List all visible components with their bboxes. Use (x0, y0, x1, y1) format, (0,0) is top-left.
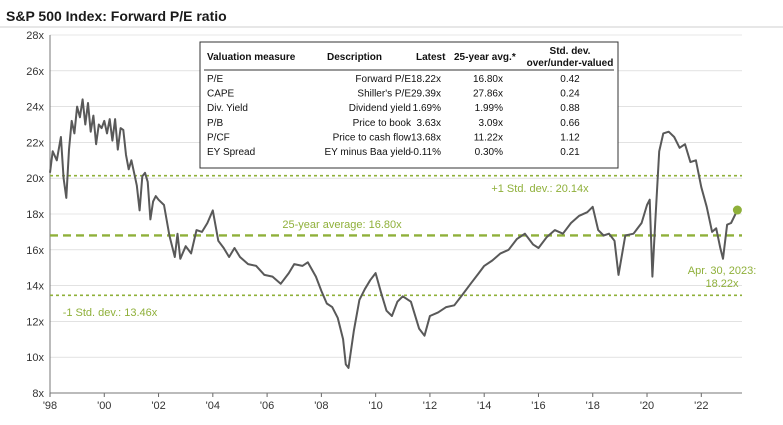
x-tick-label: '18 (586, 400, 600, 412)
plus-std-label: +1 Std. dev.: 20.14x (491, 183, 589, 195)
table-cell-stddev: 1.12 (560, 132, 580, 143)
table-cell-latest: 29.39x (411, 89, 441, 100)
table-header-stddev: Std. dev. (550, 46, 591, 57)
x-tick-label: '98 (43, 400, 57, 412)
average-label: 25-year average: 16.80x (282, 219, 402, 231)
x-tick-label: '16 (531, 400, 545, 412)
x-tick-label: '00 (97, 400, 111, 412)
x-tick-label: '02 (151, 400, 165, 412)
table-box (199, 41, 619, 169)
table-cell-average: 16.80x (473, 74, 503, 85)
x-tick-label: '22 (694, 400, 708, 412)
axis-layer: 8x 10x 12x 14x 16x 18x 20x 22x 24x 26x 28x '98 '00 '0… (26, 30, 742, 412)
table-cell-measure: P/CF (207, 132, 230, 143)
table-cell-stddev: 0.66 (560, 118, 580, 129)
table-cell-latest: 1.69% (413, 103, 441, 114)
table-cell-average: 1.99% (475, 103, 503, 114)
table-cell-measure: P/B (207, 118, 223, 129)
table-cell-stddev: 0.88 (560, 103, 580, 114)
table-cell-average: 27.86x (473, 89, 503, 100)
y-tick-label: 22x (26, 137, 44, 149)
table-cell-stddev: 0.24 (560, 89, 580, 100)
table-header-overunder: over/under-valued (527, 58, 614, 69)
y-tick-label: 24x (26, 102, 44, 114)
table-cell-measure: CAPE (207, 89, 235, 100)
y-tick-label: 14x (26, 281, 44, 293)
y-tick-label: 10x (26, 352, 44, 364)
table-cell-latest: 13.68x (411, 132, 441, 143)
y-tick-label: 18x (26, 209, 44, 221)
table-cell-measure: P/E (207, 74, 223, 85)
x-tick-label: '20 (640, 400, 654, 412)
table-rows: P/E Forward P/E 18.22x 16.80x 0.42 CAPE Shille… (207, 74, 580, 158)
table-header-description: Description (327, 52, 382, 63)
x-tick-label: '14 (477, 400, 491, 412)
table-cell-description: Shiller's P/E (357, 89, 411, 100)
y-tick-label: 16x (26, 245, 44, 257)
y-tick-label: 20x (26, 173, 44, 185)
forward-pe-line (49, 98, 739, 369)
table-cell-stddev: 0.21 (560, 147, 580, 158)
latest-date-label: Apr. 30, 2023: (688, 265, 757, 277)
chart-title: S&P 500 Index: Forward P/E ratio (6, 8, 227, 24)
y-tick-label: 8x (32, 388, 44, 400)
y-tick-label: 26x (26, 66, 44, 78)
reference-lines (50, 174, 742, 297)
table-cell-description: Forward P/E (355, 74, 411, 85)
x-tick-label: '04 (206, 400, 220, 412)
table-header-average: 25-year avg.* (454, 52, 516, 63)
y-tick-label: 12x (26, 316, 44, 328)
series-layer (49, 98, 742, 369)
x-tick-label: '06 (260, 400, 274, 412)
table-cell-measure: Div. Yield (207, 103, 248, 114)
table-cell-latest: -0.11% (410, 147, 441, 158)
table-header-measure: Valuation measure (207, 52, 296, 63)
table-cell-description: EY minus Baa yield (324, 147, 411, 158)
minus-std-label: -1 Std. dev.: 13.46x (63, 307, 158, 319)
table-cell-latest: 18.22x (411, 74, 441, 85)
table-cell-description: Price to book (353, 118, 412, 129)
x-tick-label: '10 (368, 400, 382, 412)
table-cell-description: Dividend yield (349, 103, 411, 114)
table-cell-average: 3.09x (479, 118, 503, 129)
table-cell-description: Price to cash flow (333, 132, 412, 143)
table-cell-stddev: 0.42 (560, 74, 580, 85)
valuation-table: Valuation measure Description Latest 25-… (199, 41, 619, 169)
table-cell-average: 0.30% (475, 147, 503, 158)
latest-value-label: 18.22x (705, 278, 739, 290)
y-tick-label: 28x (26, 30, 44, 42)
table-cell-average: 11.22x (474, 132, 503, 143)
table-header-latest: Latest (416, 52, 446, 63)
table-cell-measure: EY Spread (207, 147, 255, 158)
table-cell-latest: 3.63x (417, 118, 441, 129)
x-tick-label: '08 (314, 400, 328, 412)
latest-point-marker (732, 205, 742, 215)
x-tick-label: '12 (423, 400, 437, 412)
